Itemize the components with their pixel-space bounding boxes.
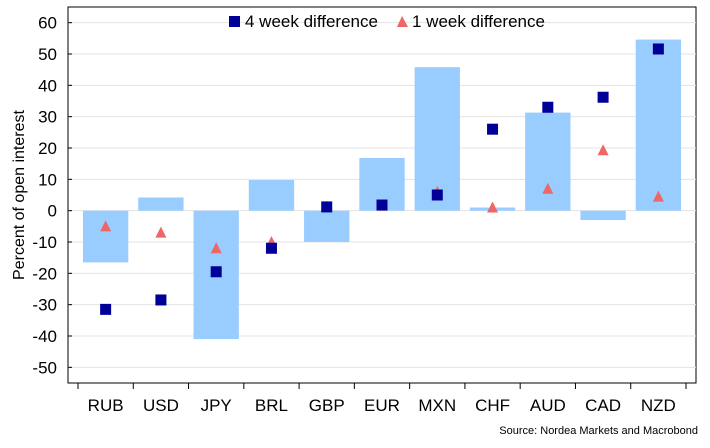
bar-cad <box>580 210 626 221</box>
y-tick-label: -10 <box>32 233 57 252</box>
square-marker-mxn <box>431 189 443 201</box>
y-tick-label: 40 <box>38 76 57 95</box>
x-tick-label: EUR <box>364 396 400 415</box>
x-tick-label: RUB <box>88 396 124 415</box>
y-axis-label: Percent of open interest <box>11 110 28 280</box>
plot-border <box>67 6 697 384</box>
square-marker-cad <box>597 91 609 103</box>
square-marker-rub <box>100 303 112 315</box>
legend-square-marker <box>229 16 240 27</box>
square-marker-aud <box>542 101 554 113</box>
square-marker-usd <box>155 294 167 306</box>
triangle-marker-jpy <box>210 242 222 254</box>
bar-nzd <box>635 39 682 211</box>
square-marker-brl <box>265 242 277 254</box>
square-marker-chf <box>487 123 499 135</box>
triangle-marker-chf <box>487 201 499 213</box>
triangle-marker-rub <box>100 220 112 232</box>
x-tick-label: CHF <box>475 396 510 415</box>
triangle-marker-cad <box>597 144 609 156</box>
triangle-marker-usd <box>155 226 167 238</box>
square-marker-gbp <box>321 201 333 213</box>
markers <box>100 43 664 315</box>
legend-label-4-week: 4 week difference <box>245 12 378 31</box>
legend-triangle-marker <box>397 16 408 27</box>
y-tick-label: -40 <box>32 327 57 346</box>
y-tick-label: -20 <box>32 264 57 283</box>
y-tick-label: 50 <box>38 45 57 64</box>
y-tick-label: 60 <box>38 14 57 33</box>
square-marker-jpy <box>210 266 222 278</box>
x-tick-label: GBP <box>309 396 345 415</box>
square-marker-eur <box>376 199 388 211</box>
y-tick-label: 10 <box>38 170 57 189</box>
y-tick-label: 30 <box>38 108 57 127</box>
triangle-marker-aud <box>542 182 554 194</box>
bar-rub <box>82 210 129 263</box>
x-tick-label: CAD <box>585 396 621 415</box>
bar-usd <box>138 197 184 211</box>
x-tick-label: JPY <box>201 396 232 415</box>
y-axis-ticks: -50 -40 -30 -20 -10 0 10 20 30 40 50 60 <box>32 14 72 377</box>
bar-brl <box>248 179 295 211</box>
bars <box>82 39 682 340</box>
y-tick-label: -50 <box>32 358 57 377</box>
square-marker-nzd <box>652 43 664 55</box>
x-tick-label: USD <box>143 396 179 415</box>
x-tick-label: MXN <box>418 396 456 415</box>
x-tick-label: AUD <box>530 396 566 415</box>
bar-aud <box>525 112 571 211</box>
legend-label-1-week: 1 week difference <box>412 12 545 31</box>
legend: 4 week difference 1 week difference <box>229 12 545 31</box>
y-tick-label: -30 <box>32 296 57 315</box>
y-tick-label: 20 <box>38 139 57 158</box>
x-axis-ticks: RUB USD JPY BRL GBP EUR MXN CHF AUD CAD NZD <box>77 383 687 415</box>
grid <box>68 22 696 368</box>
x-tick-label: BRL <box>255 396 288 415</box>
triangle-marker-nzd <box>652 190 664 202</box>
x-tick-label: NZD <box>641 396 676 415</box>
bar-gbp <box>304 210 350 242</box>
source-note: Source: Nordea Markets and Macrobond <box>499 425 698 437</box>
y-tick-label: 0 <box>48 202 57 221</box>
